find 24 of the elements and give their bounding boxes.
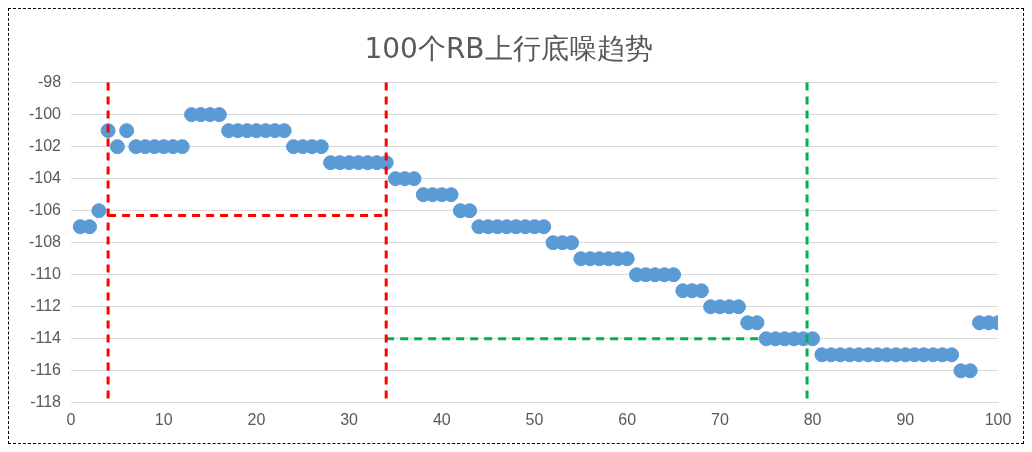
x-tick-label: 40 [432, 410, 451, 428]
x-tick-label: 80 [803, 410, 822, 428]
x-tick-label: 0 [66, 410, 76, 428]
x-tick-label: 70 [711, 410, 729, 428]
x-tick-label: 50 [525, 410, 544, 428]
y-tick-label: -108 [28, 233, 62, 251]
y-tick-label: -98 [37, 73, 62, 91]
y-tick-label: -112 [30, 297, 62, 315]
y-tick-label: -114 [30, 329, 62, 347]
y-tick-label: -102 [28, 137, 62, 155]
x-tick-label: 100 [984, 410, 1012, 428]
x-tick-label: 10 [154, 410, 173, 428]
x-tick-label: 30 [340, 410, 359, 428]
x-tick-label: 90 [896, 410, 915, 428]
y-tick-label: -110 [30, 265, 62, 283]
y-tick-label: -100 [28, 105, 62, 123]
y-tick-label: -104 [28, 169, 62, 187]
y-tick-label: -118 [30, 393, 62, 411]
chart-title: 100个RB上行底噪趋势 [364, 32, 653, 66]
y-tick-label: -116 [30, 361, 62, 379]
x-tick-label: 20 [247, 410, 266, 428]
x-tick-label: 60 [618, 410, 637, 428]
y-tick-label: -106 [28, 201, 62, 219]
dashed-frame: 100个RB上行底噪趋势 0 10 20 30 40 50 60 70 80 90 100 -118 -116 -114 -112 -110 -108 -106 -104 -102 -100 -98 [8, 8, 1024, 444]
